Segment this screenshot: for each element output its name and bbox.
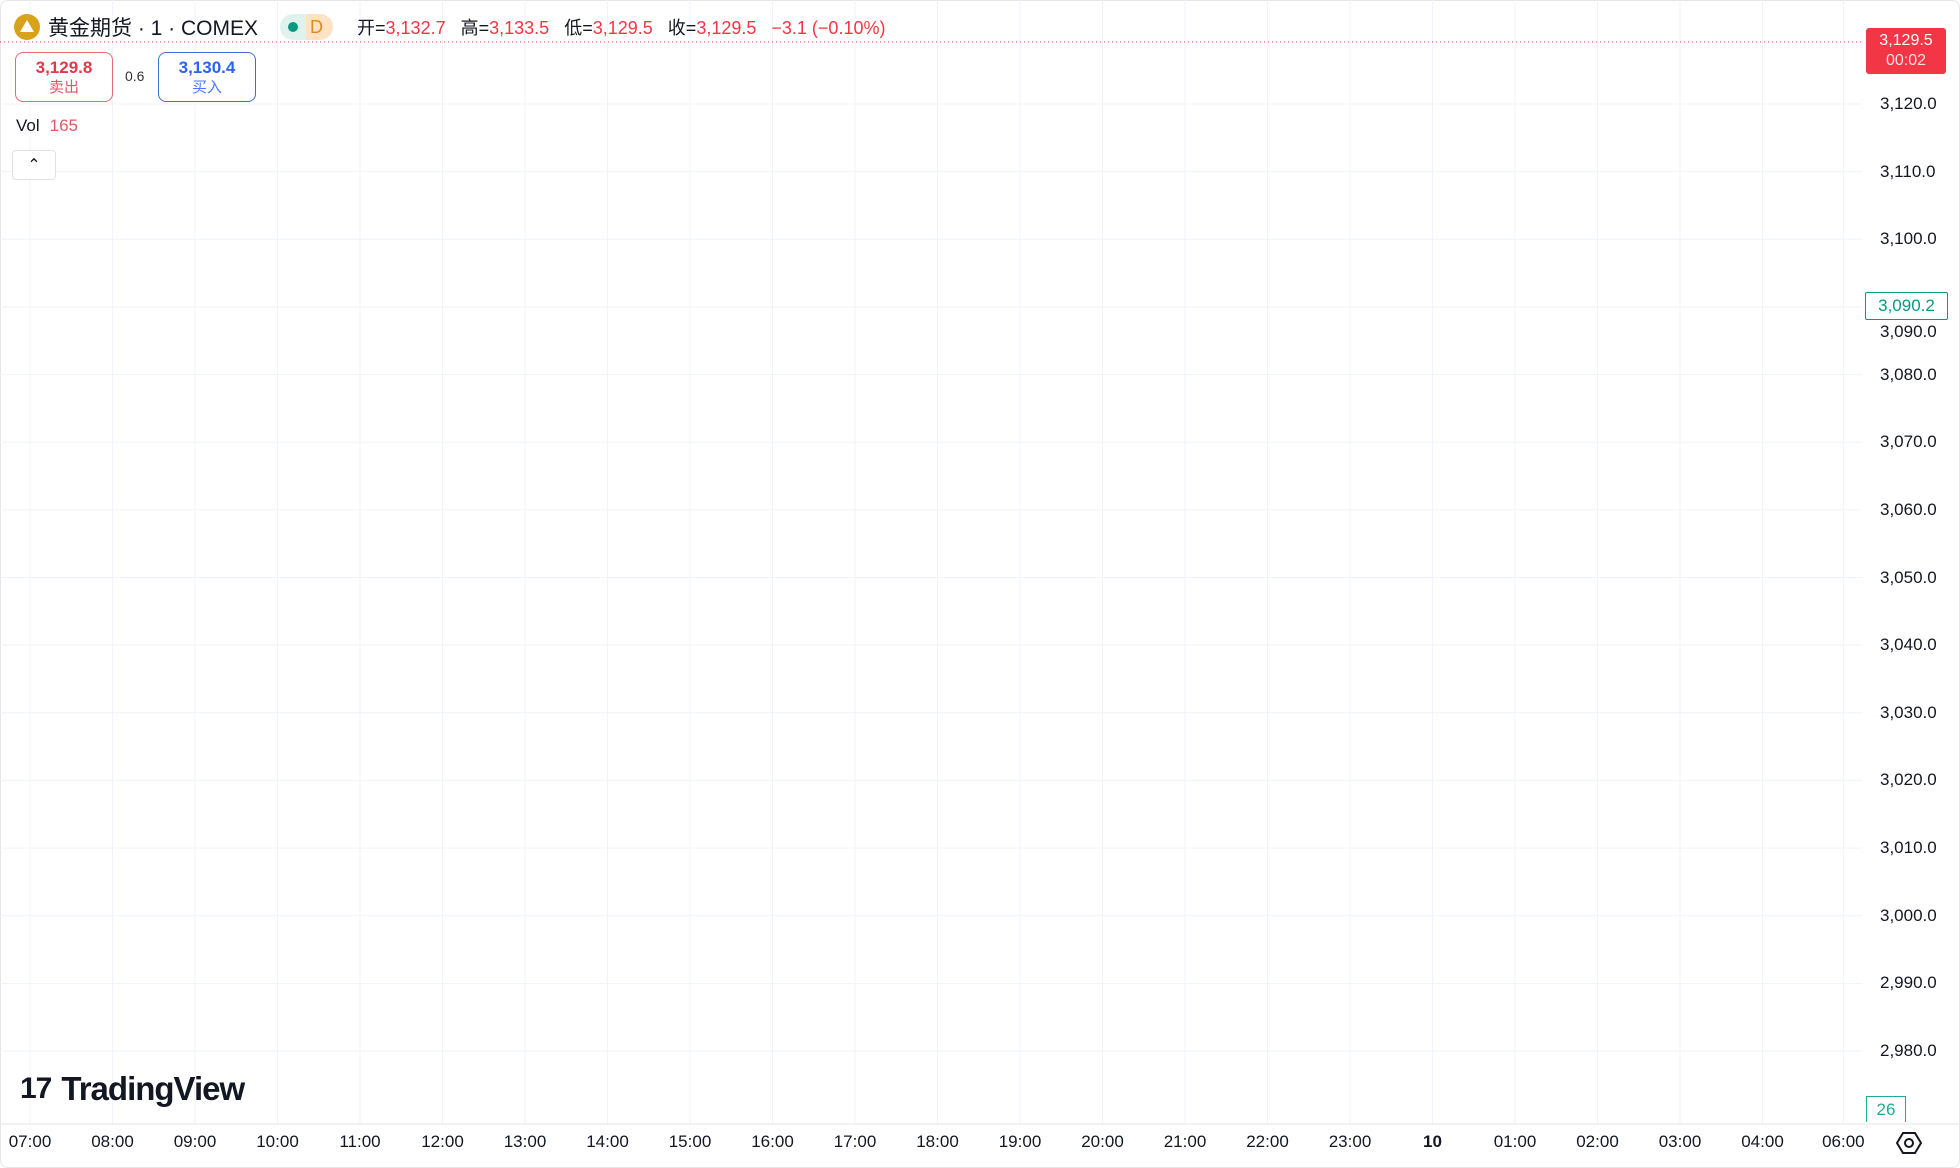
price-tick-label: 2,980.0 (1880, 1041, 1937, 1060)
chevron-up-icon: ⌃ (27, 157, 41, 174)
open-value: 3,132.7 (385, 18, 446, 38)
time-tick-label: 23:00 (1328, 1132, 1372, 1151)
sell-label: 卖出 (48, 79, 79, 96)
collapse-legend-button[interactable]: ⌃ (12, 150, 56, 180)
time-tick-label: 12:00 (421, 1132, 464, 1151)
symbol-title[interactable]: 黄金期货 · 1 · COMEX (48, 17, 259, 40)
change-value: −3.1 (−0.10%) (771, 18, 886, 38)
price-tick-label: 3,050.0 (1880, 567, 1937, 587)
last-price: 3,129.5 (1879, 32, 1933, 49)
price-tick-label: 3,090.0 (1880, 322, 1937, 341)
time-tick-label: 03:00 (1658, 1132, 1702, 1151)
price-tick-label: 3,030.0 (1880, 702, 1937, 722)
time-tick-label: 21:00 (1163, 1132, 1207, 1151)
market-status[interactable]: D (280, 14, 334, 40)
time-tick-label: 04:00 (1741, 1132, 1784, 1151)
buy-label: 买入 (191, 79, 222, 96)
time-tick-label: 07:00 (8, 1132, 52, 1151)
last-price-tag: 3,129.5 00:02 (1866, 28, 1946, 74)
low-value: 3,129.5 (592, 18, 653, 38)
price-tick-label: 3,000.0 (1880, 905, 1937, 925)
close-key: 收= (667, 18, 697, 38)
logo-text: TradingView (61, 1070, 245, 1107)
price-tick-label: 2,990.0 (1880, 973, 1937, 993)
price-tick-label: 3,080.0 (1880, 364, 1937, 384)
price-tick-label: 3,040.0 (1880, 635, 1937, 655)
time-tick-label: 18:00 (916, 1132, 959, 1151)
volume-value: 165 (49, 116, 79, 135)
time-tick-label: 16:00 (751, 1132, 794, 1151)
open-key: 开= (357, 18, 386, 38)
buy-button[interactable]: 3,130.4 买入 (158, 52, 256, 102)
spread: 0.6 (125, 68, 145, 84)
volume-legend: Vol 165 (16, 116, 78, 136)
price-tick-label: 3,020.0 (1880, 770, 1937, 790)
time-tick-label: 02:00 (1576, 1132, 1619, 1151)
ohlc-values: 开=3,132.7 高=3,133.5 低=3,129.5 收=3,129.5 … (357, 14, 895, 40)
time-tick-label: 20:00 (1081, 1132, 1124, 1151)
symbol-legend: 黄金期货 · 1 · COMEX D 开=3,132.7 高=3,133.5 低… (14, 12, 895, 42)
price-tick-label: 3,070.0 (1880, 432, 1937, 452)
sell-price: 3,129.8 (35, 58, 93, 77)
price-tick-label: 3,010.0 (1880, 838, 1937, 858)
time-tick-label: 10 (1423, 1132, 1442, 1151)
bar-countdown: 00:02 (1885, 52, 1927, 69)
volume-last-tag: 26 (1866, 1096, 1906, 1122)
time-tick-label: 08:00 (91, 1132, 134, 1151)
high-value: 3,133.5 (489, 18, 550, 38)
low-key: 低= (564, 18, 593, 38)
buy-price: 3,130.4 (178, 58, 236, 77)
tradingview-logo[interactable]: 17 TradingView (20, 1070, 245, 1108)
price-tick-label: 3,120.0 (1880, 94, 1937, 113)
settings-icon[interactable] (1896, 1130, 1922, 1156)
time-tick-label: 06:00 (1822, 1132, 1865, 1151)
time-tick-label: 09:00 (173, 1132, 217, 1151)
high-key: 高= (460, 18, 490, 38)
time-tick-label: 01:00 (1493, 1132, 1537, 1151)
gold-symbol-icon (14, 14, 40, 40)
time-tick-label: 22:00 (1246, 1132, 1289, 1151)
volume-label: Vol (16, 116, 40, 135)
time-tick-label: 10:00 (256, 1132, 299, 1151)
grid (0, 0, 1862, 1124)
tradingview-logo-icon: 17 (20, 1072, 52, 1105)
time-tick-label: 11:00 (339, 1132, 381, 1151)
market-open-dot-icon (288, 22, 299, 32)
time-tick-label: 15:00 (668, 1132, 712, 1151)
time-tick-label: 19:00 (998, 1132, 1042, 1151)
interval-badge: D (306, 14, 334, 40)
close-value: 3,129.5 (696, 18, 757, 38)
visible-last-price-tag: 3,090.2 (1865, 292, 1948, 320)
time-tick-label: 14:00 (586, 1132, 629, 1151)
sell-button[interactable]: 3,129.8 卖出 (15, 52, 113, 102)
price-tick-label: 3,060.0 (1880, 499, 1937, 519)
price-tick-label: 3,100.0 (1880, 229, 1937, 249)
time-tick-label: 17:00 (833, 1132, 877, 1151)
time-tick-label: 13:00 (503, 1132, 547, 1151)
price-tick-label: 3,110.0 (1880, 161, 1936, 181)
